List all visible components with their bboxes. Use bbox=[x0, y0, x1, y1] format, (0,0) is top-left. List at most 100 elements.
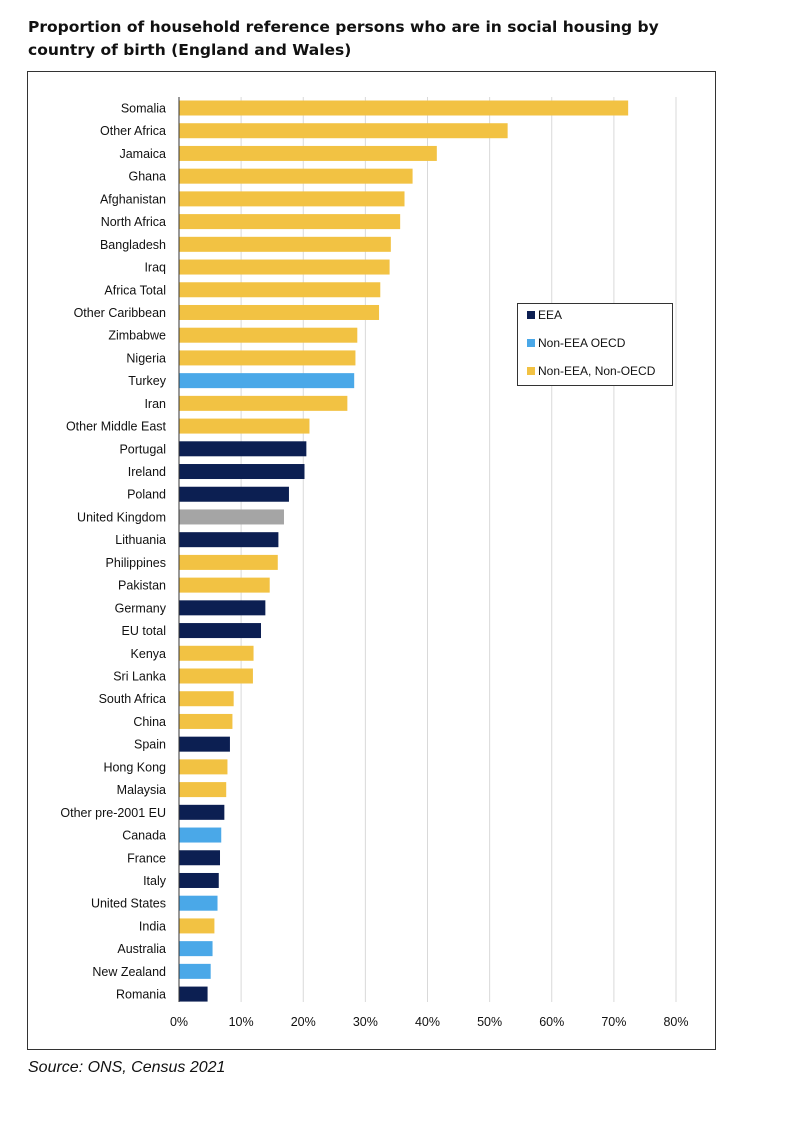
x-tick-label: 20% bbox=[291, 1015, 316, 1029]
bar bbox=[179, 623, 262, 639]
category-label: Iran bbox=[144, 397, 166, 411]
category-label: Bangladesh bbox=[100, 238, 166, 252]
bar bbox=[179, 963, 211, 979]
legend-item-eea: EEA bbox=[527, 308, 562, 322]
bars bbox=[179, 100, 629, 1002]
category-label: Malaysia bbox=[117, 783, 166, 797]
category-label: Hong Kong bbox=[103, 760, 166, 774]
bar bbox=[179, 464, 305, 480]
bar bbox=[179, 782, 227, 798]
category-label: India bbox=[139, 919, 166, 933]
bar bbox=[179, 486, 289, 502]
category-label: South Africa bbox=[99, 692, 166, 706]
bar bbox=[179, 668, 253, 684]
bar bbox=[179, 509, 284, 525]
category-labels: Somalia Other Africa Jamaica Ghana Afghanist… bbox=[60, 102, 166, 1002]
bar bbox=[179, 418, 310, 434]
bar bbox=[179, 304, 380, 320]
category-label: Afghanistan bbox=[100, 192, 166, 206]
chart-frame: Somalia Other Africa Jamaica Ghana Afghanist… bbox=[27, 71, 716, 1050]
bar bbox=[179, 282, 381, 298]
bar bbox=[179, 123, 508, 139]
category-label: EU total bbox=[122, 624, 166, 638]
legend-item-non-eea-oecd: Non-EEA OECD bbox=[527, 336, 625, 350]
category-label: North Africa bbox=[101, 215, 166, 229]
category-label: United States bbox=[91, 897, 166, 911]
bar bbox=[179, 145, 437, 161]
category-label: Ghana bbox=[128, 170, 166, 184]
bar bbox=[179, 577, 270, 593]
x-axis-tick-labels: 0% 10% 20% 30% 40% 50% 60% 70% 80% bbox=[170, 1015, 689, 1029]
bar bbox=[179, 986, 208, 1002]
category-label: Turkey bbox=[128, 374, 166, 388]
legend-label-non-eea-non-oecd: Non-EEA, Non-OECD bbox=[538, 364, 656, 378]
category-label: Zimbabwe bbox=[108, 329, 166, 343]
bar bbox=[179, 214, 401, 230]
category-label: Poland bbox=[127, 488, 166, 502]
bar bbox=[179, 645, 254, 661]
bar bbox=[179, 395, 348, 411]
bar bbox=[179, 918, 215, 934]
legend-swatch-non-eea-oecd bbox=[527, 339, 535, 347]
category-label: Spain bbox=[134, 738, 166, 752]
bar bbox=[179, 100, 629, 116]
bar-chart: Somalia Other Africa Jamaica Ghana Afghanist… bbox=[60, 97, 689, 1029]
category-label: Nigeria bbox=[126, 351, 166, 365]
chart-title: Proportion of household reference person… bbox=[28, 18, 659, 59]
bar bbox=[179, 259, 390, 275]
legend-item-non-eea-non-oecd: Non-EEA, Non-OECD bbox=[527, 364, 655, 378]
category-label: Africa Total bbox=[104, 283, 166, 297]
bar bbox=[179, 236, 391, 252]
legend-swatch-non-eea-non-oecd bbox=[527, 367, 535, 375]
category-label: Romania bbox=[116, 988, 166, 1002]
category-label: Kenya bbox=[131, 647, 166, 661]
legend-label-non-eea-oecd: Non-EEA OECD bbox=[538, 336, 626, 350]
bar bbox=[179, 350, 356, 366]
category-label: China bbox=[133, 715, 166, 729]
x-tick-label: 0% bbox=[170, 1015, 188, 1029]
category-label: Sri Lanka bbox=[113, 670, 166, 684]
category-label: Iraq bbox=[144, 261, 166, 275]
bar bbox=[179, 827, 222, 843]
category-label: France bbox=[127, 851, 166, 865]
bar bbox=[179, 691, 234, 707]
category-label: Other pre-2001 EU bbox=[60, 806, 166, 820]
legend: EEA Non-EEA OECD Non-EEA, Non-OECD bbox=[517, 303, 673, 386]
bar bbox=[179, 804, 225, 820]
source-note: Source: ONS, Census 2021 bbox=[28, 1059, 226, 1076]
category-label: Italy bbox=[143, 874, 167, 888]
bar bbox=[179, 441, 307, 457]
category-label: Other Middle East bbox=[66, 420, 167, 434]
category-label: Pakistan bbox=[118, 579, 166, 593]
bar bbox=[179, 600, 266, 616]
bar bbox=[179, 736, 230, 752]
category-label: Germany bbox=[115, 601, 167, 615]
bar bbox=[179, 327, 358, 343]
x-tick-label: 10% bbox=[229, 1015, 254, 1029]
gridlines bbox=[240, 97, 677, 1002]
bar bbox=[179, 168, 413, 184]
bar bbox=[179, 191, 405, 207]
legend-swatch-eea bbox=[527, 311, 535, 319]
category-label: New Zealand bbox=[92, 965, 166, 979]
x-tick-label: 40% bbox=[415, 1015, 440, 1029]
category-label: United Kingdom bbox=[77, 510, 166, 524]
category-label: Lithuania bbox=[115, 533, 166, 547]
category-label: Australia bbox=[117, 942, 166, 956]
category-label: Other Africa bbox=[100, 124, 166, 138]
x-tick-label: 80% bbox=[663, 1015, 688, 1029]
bar bbox=[179, 759, 228, 775]
bar bbox=[179, 850, 221, 866]
bar bbox=[179, 872, 219, 888]
x-tick-label: 70% bbox=[601, 1015, 626, 1029]
category-label: Canada bbox=[122, 829, 166, 843]
bar bbox=[179, 554, 278, 570]
x-tick-label: 60% bbox=[539, 1015, 564, 1029]
bar bbox=[179, 713, 233, 729]
bar bbox=[179, 532, 279, 548]
category-label: Portugal bbox=[119, 442, 166, 456]
category-label: Somalia bbox=[121, 102, 166, 116]
bar bbox=[179, 373, 355, 389]
x-tick-label: 30% bbox=[353, 1015, 378, 1029]
bar bbox=[179, 895, 218, 911]
